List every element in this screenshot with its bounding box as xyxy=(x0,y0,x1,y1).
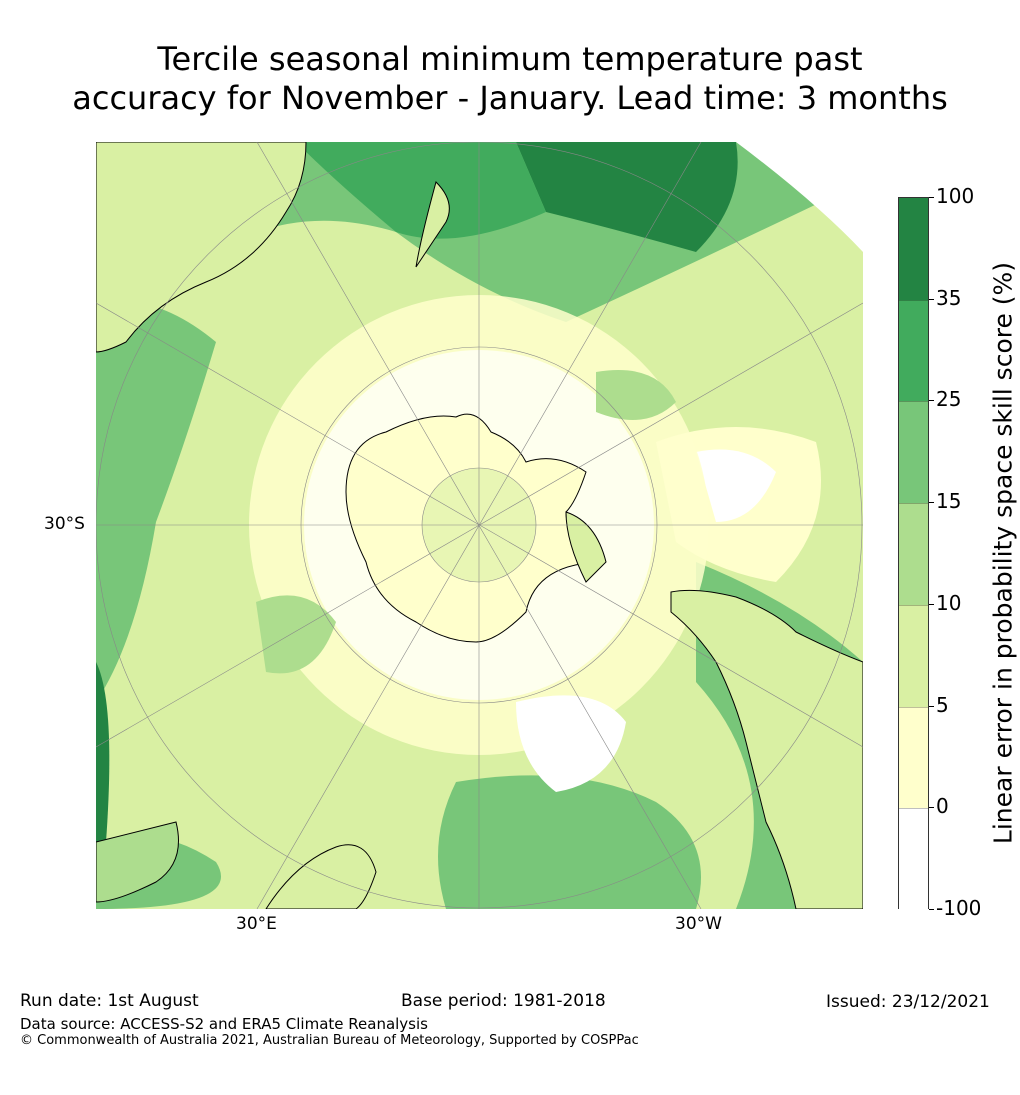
colorbar-label: -100 xyxy=(936,896,982,920)
colorbar-segment xyxy=(899,299,928,403)
southern-green-patch xyxy=(438,775,701,909)
colorbar-tick xyxy=(929,909,934,910)
green-speckle-west xyxy=(256,595,336,674)
colorbar-tick xyxy=(929,400,934,402)
meridian-150 xyxy=(256,142,702,909)
colorbar-label: 15 xyxy=(936,489,962,514)
colorbar-segment xyxy=(899,808,928,911)
map-canvas xyxy=(96,142,863,909)
run-date: Run date: 1st August xyxy=(20,991,199,1011)
latitude-label-30s: 30°S xyxy=(44,514,85,534)
colorbar-tick xyxy=(929,603,934,605)
green-speckle-north-east xyxy=(596,370,676,420)
longitude-label-30w: 30°W xyxy=(675,914,722,934)
colorbar-segment xyxy=(899,706,928,810)
colorbar-title: Linear error in probability space skill … xyxy=(988,261,1018,845)
copyright-notice: © Commonwealth of Australia 2021, Austra… xyxy=(20,1033,639,1048)
madagascar xyxy=(96,821,179,903)
dark-green-west-edge xyxy=(96,662,110,842)
colorbar-label: 5 xyxy=(936,692,949,717)
colorbar-label: 35 xyxy=(936,285,962,310)
white-patch-east xyxy=(696,449,776,522)
graticule xyxy=(96,142,863,909)
australia-coast xyxy=(96,142,307,353)
colorbar-segment xyxy=(899,198,928,300)
title-line-1: Tercile seasonal minimum temperature pas… xyxy=(157,40,863,78)
white-patch-south xyxy=(516,695,626,792)
colorbar-label: 100 xyxy=(936,184,975,208)
colorbar xyxy=(898,197,929,911)
colorbar-tick xyxy=(929,807,934,809)
colorbar-segment xyxy=(899,604,928,708)
western-green-band xyxy=(96,300,216,702)
new-zealand xyxy=(415,181,450,268)
longitude-label-30e: 30°E xyxy=(236,914,277,934)
africa-coast xyxy=(265,844,377,909)
colorbar-tick xyxy=(929,298,934,300)
issued-date: Issued: 23/12/2021 xyxy=(826,992,990,1012)
colorbar-label: 0 xyxy=(936,794,949,819)
base-period: Base period: 1981-2018 xyxy=(401,991,606,1011)
colorbar-label: 10 xyxy=(936,590,962,615)
colorbar-segment xyxy=(899,503,928,606)
colorbar-label: 25 xyxy=(936,387,962,412)
colorbar-tick xyxy=(929,705,934,707)
map-title: Tercile seasonal minimum temperature pas… xyxy=(0,40,1020,118)
green-patch-north-west xyxy=(296,142,546,239)
colorbar-segment xyxy=(899,401,928,505)
white-patch-north-east xyxy=(736,142,863,252)
colorbar-tick xyxy=(929,502,934,504)
south-america-coast xyxy=(670,589,863,909)
data-source: Data source: ACCESS-S2 and ERA5 Climate … xyxy=(20,1015,428,1033)
colorbar-tick xyxy=(929,197,934,198)
dark-green-patch-north xyxy=(516,142,738,252)
polar-skill-map xyxy=(96,142,863,909)
title-line-2: accuracy for November - January. Lead ti… xyxy=(72,79,948,117)
antarctic-peninsula xyxy=(565,511,607,583)
